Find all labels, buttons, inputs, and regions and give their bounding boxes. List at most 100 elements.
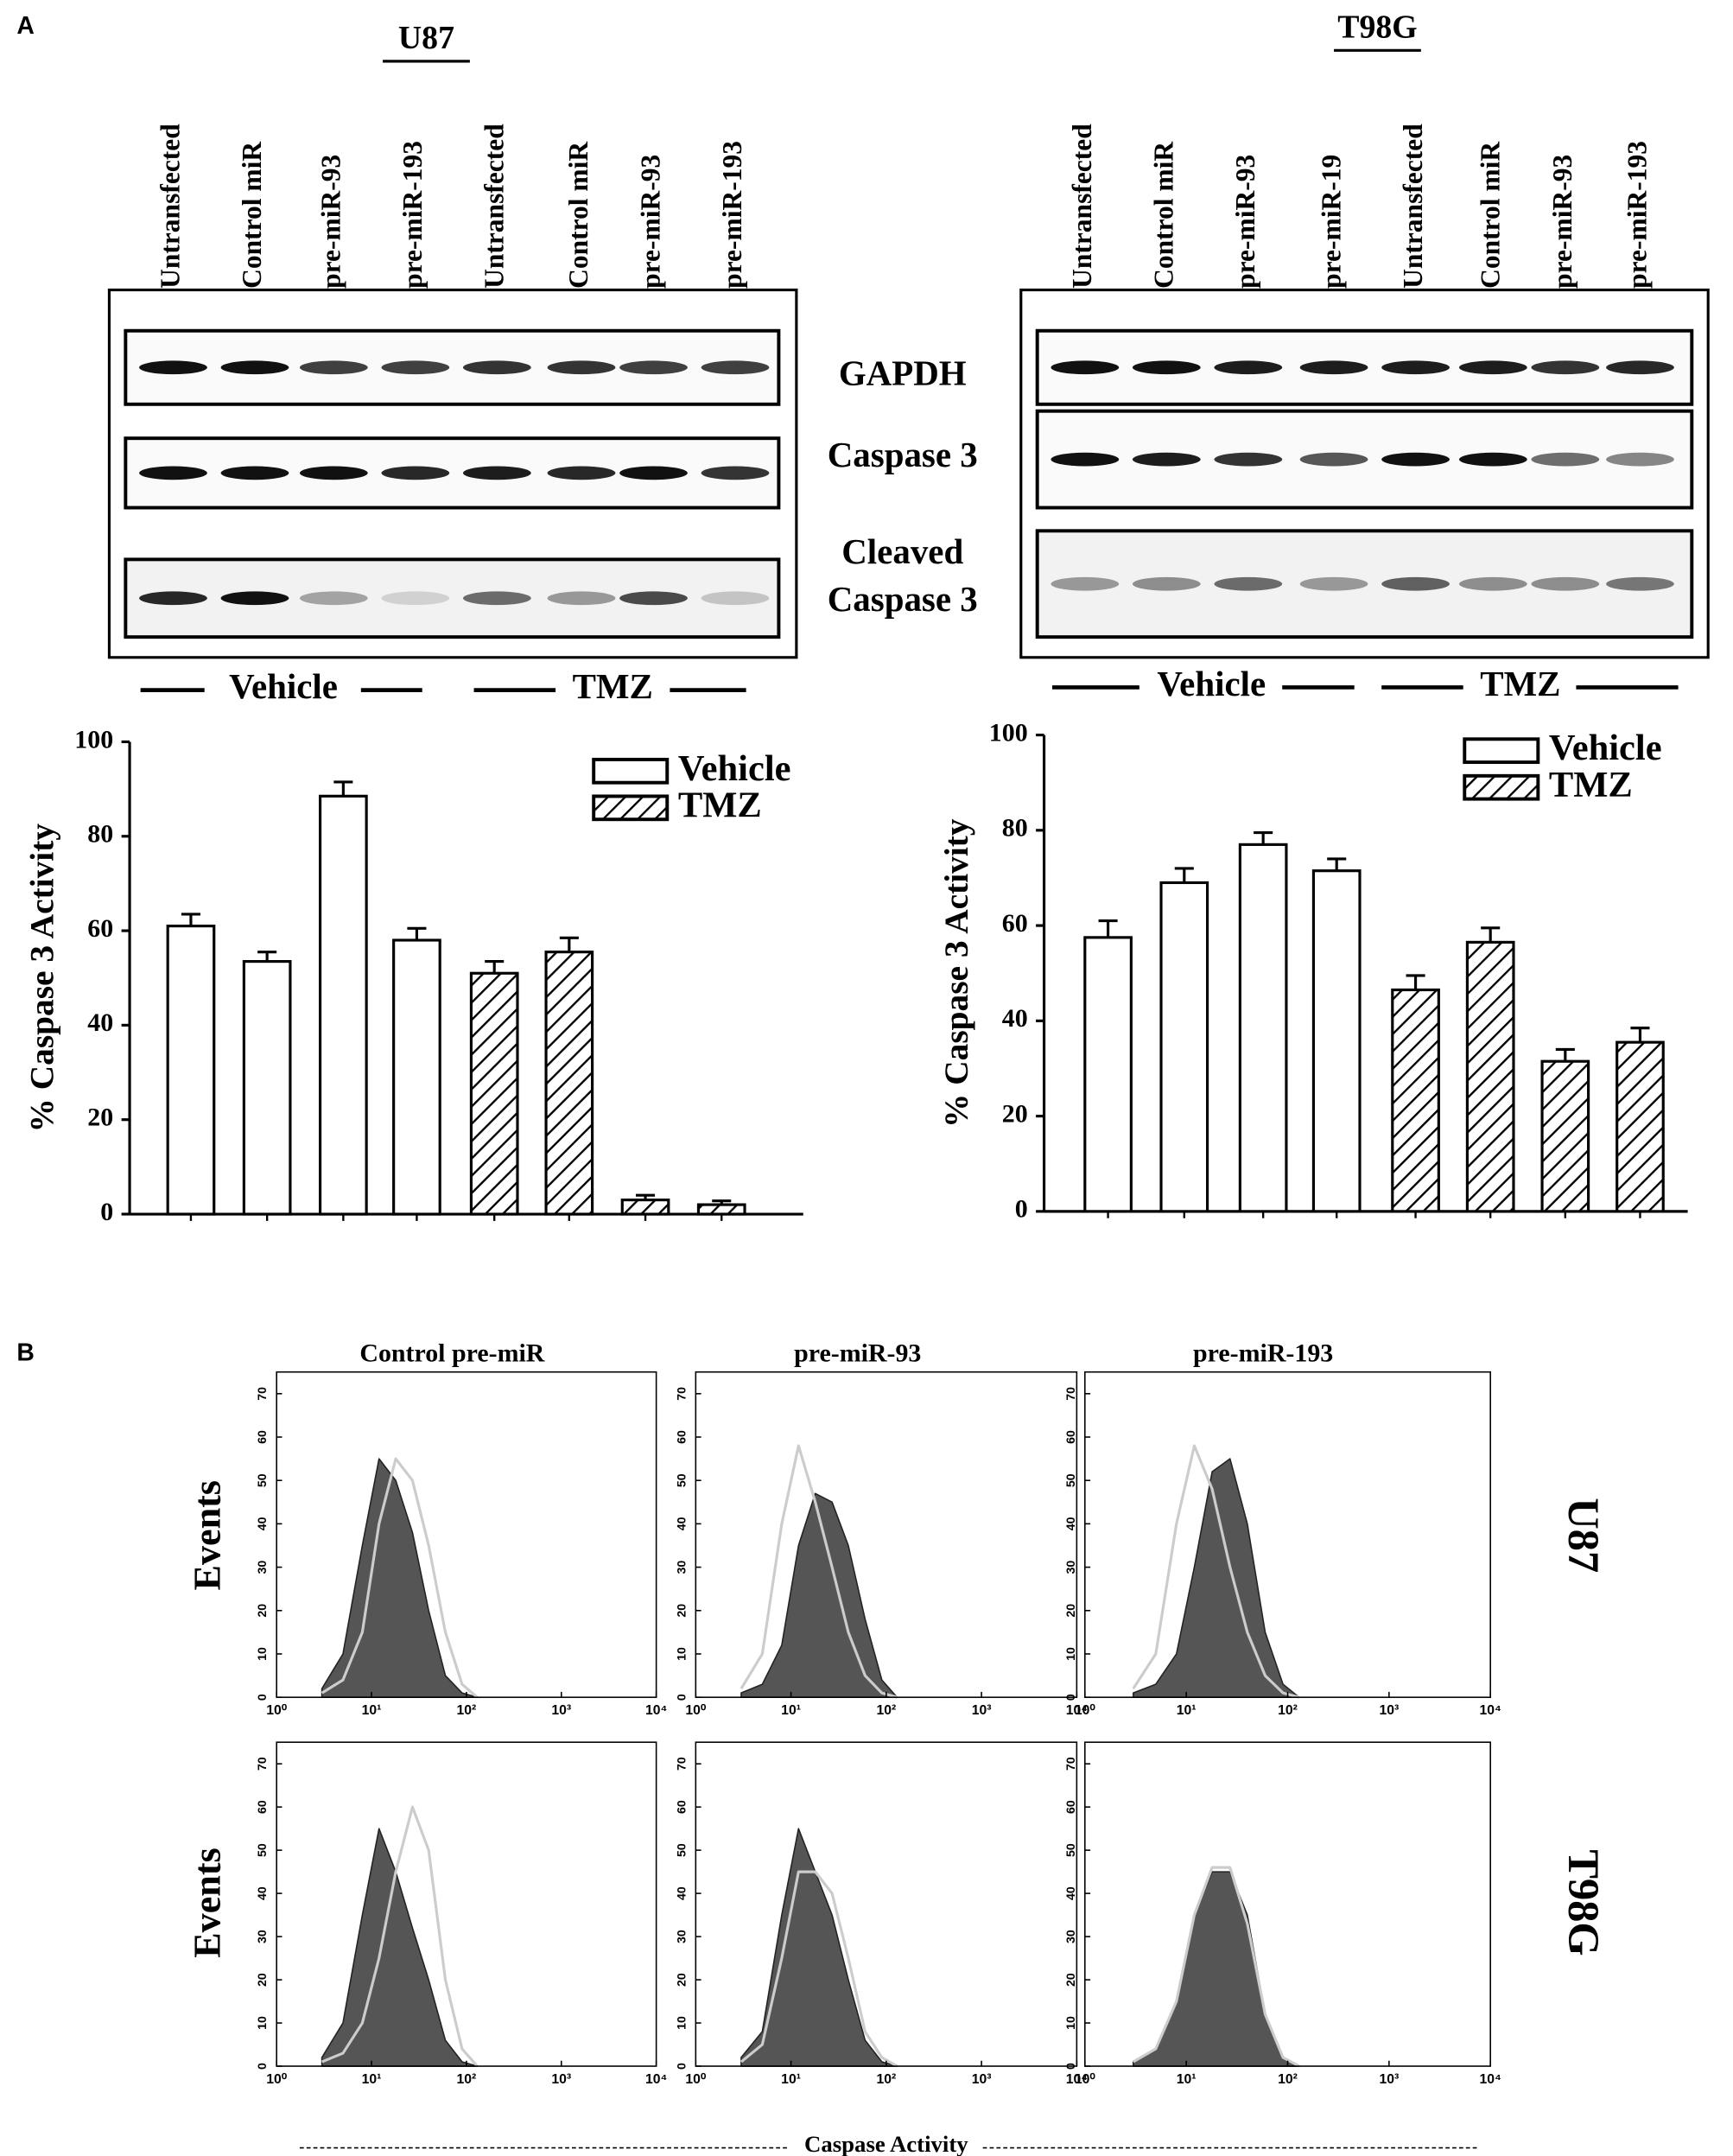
- y-tick-label: 60: [87, 914, 113, 943]
- y-tick-label: 50: [675, 1843, 689, 1857]
- row-label: U87: [1559, 1498, 1608, 1573]
- y-tick-label: 0: [1064, 1694, 1078, 1701]
- y-tick-label: 60: [675, 1430, 689, 1444]
- band: [220, 591, 289, 606]
- band: [547, 591, 616, 606]
- bar: [1238, 843, 1288, 1213]
- histogram-outline: [1132, 1444, 1300, 1699]
- band: [1531, 360, 1600, 375]
- group-label: TMZ: [573, 667, 653, 706]
- panel-label: A: [16, 12, 34, 40]
- y-tick-label: 50: [256, 1473, 270, 1487]
- band: [547, 360, 616, 375]
- x-tick-label: 10³: [972, 2072, 992, 2087]
- y-tick-label: 20: [1064, 1604, 1078, 1618]
- x-tick-label: 10²: [457, 2072, 477, 2087]
- x-tick-label: 10⁰: [266, 2072, 288, 2087]
- band: [1299, 576, 1368, 591]
- lane-label: pre-miR-93: [316, 155, 346, 289]
- column-title: pre-miR-93: [794, 1339, 921, 1368]
- band: [1051, 452, 1120, 467]
- group-label: Vehicle: [1157, 665, 1266, 703]
- y-tick-label: 20: [1002, 1099, 1028, 1128]
- row-label: Caspase 3: [828, 580, 978, 619]
- blot-title: U87: [398, 20, 454, 56]
- histogram-outline: [321, 1805, 479, 2068]
- band: [1606, 576, 1674, 591]
- band: [701, 360, 770, 375]
- y-tick-label: 0: [675, 1694, 689, 1701]
- bar: [544, 951, 594, 1216]
- band: [619, 591, 688, 606]
- x-tick-label: 10²: [1278, 2072, 1298, 2087]
- band: [381, 466, 450, 480]
- bar: [469, 971, 519, 1216]
- y-tick-label: 20: [256, 1604, 270, 1618]
- y-tick-label: 20: [256, 1973, 270, 1987]
- x-tick-label: 10³: [1379, 1703, 1399, 1718]
- band: [1132, 576, 1201, 591]
- lane-label: pre-miR-93: [636, 155, 666, 289]
- band: [139, 591, 207, 606]
- y-tick-label: 70: [1064, 1757, 1078, 1771]
- bar: [1311, 869, 1362, 1213]
- band: [462, 591, 531, 606]
- y-tick-label: 70: [675, 1757, 689, 1771]
- band: [1051, 576, 1120, 591]
- histogram-fill: [1133, 1458, 1300, 1698]
- plot-frame: [695, 1371, 1078, 1698]
- bar: [620, 1199, 670, 1216]
- band: [547, 466, 616, 480]
- y-tick-label: 40: [87, 1008, 113, 1037]
- x-axis-label: Caspase Activity: [804, 2131, 968, 2156]
- band: [1381, 576, 1450, 591]
- y-tick-label: 40: [1002, 1004, 1028, 1033]
- band: [299, 466, 368, 480]
- band: [139, 466, 207, 480]
- histogram-fill: [321, 1828, 479, 2067]
- histogram-outline: [740, 1870, 898, 2068]
- histogram-fill: [740, 1492, 898, 1698]
- row-label: Cleaved: [841, 532, 963, 571]
- column-title: Control pre-miR: [359, 1339, 544, 1368]
- legend-label: TMZ: [678, 785, 762, 825]
- blot-title: T98G: [1337, 9, 1417, 45]
- legend-label: Vehicle: [1549, 728, 1662, 768]
- y-tick-label: 40: [1064, 1517, 1078, 1530]
- panel-label: B: [16, 1339, 34, 1367]
- band: [1214, 452, 1283, 467]
- bar: [1159, 881, 1209, 1213]
- y-tick-label: 0: [1015, 1195, 1028, 1224]
- histogram-fill: [740, 1828, 898, 2067]
- plot-frame: [276, 1371, 657, 1698]
- y-tick-label: 10: [675, 2016, 689, 2030]
- x-tick-label: 10²: [876, 2072, 896, 2087]
- lane-label: pre-miR-93: [1547, 155, 1577, 289]
- y-tick-label: 20: [675, 1973, 689, 1987]
- bar: [242, 960, 292, 1216]
- row-label: GAPDH: [839, 354, 967, 393]
- y-tick-label: 0: [256, 1694, 270, 1701]
- lane-label: pre-miR-19: [1316, 155, 1346, 289]
- band: [220, 360, 289, 375]
- x-tick-label: 10⁰: [685, 2072, 707, 2087]
- lane-label: pre-miR-193: [717, 141, 747, 289]
- y-tick-label: 60: [675, 1800, 689, 1814]
- band: [1606, 452, 1674, 467]
- x-tick-label: 10¹: [362, 2072, 382, 2087]
- bar: [1465, 940, 1515, 1213]
- x-tick-label: 10¹: [362, 1703, 382, 1718]
- y-tick-label: 30: [256, 1930, 270, 1943]
- lane-label: pre-miR-193: [1622, 141, 1653, 289]
- legend-swatch: [1463, 773, 1540, 801]
- y-tick-label: 30: [675, 1930, 689, 1943]
- x-tick-label: 10²: [876, 1703, 896, 1718]
- band: [1132, 452, 1201, 467]
- x-tick-label: 10³: [551, 2072, 571, 2087]
- band: [1381, 452, 1450, 467]
- histogram-outline: [740, 1444, 898, 1699]
- bar: [166, 925, 216, 1216]
- y-tick-label: 50: [675, 1473, 689, 1487]
- y-tick-label: 70: [256, 1387, 270, 1401]
- lane-label: Untransfected: [156, 124, 186, 289]
